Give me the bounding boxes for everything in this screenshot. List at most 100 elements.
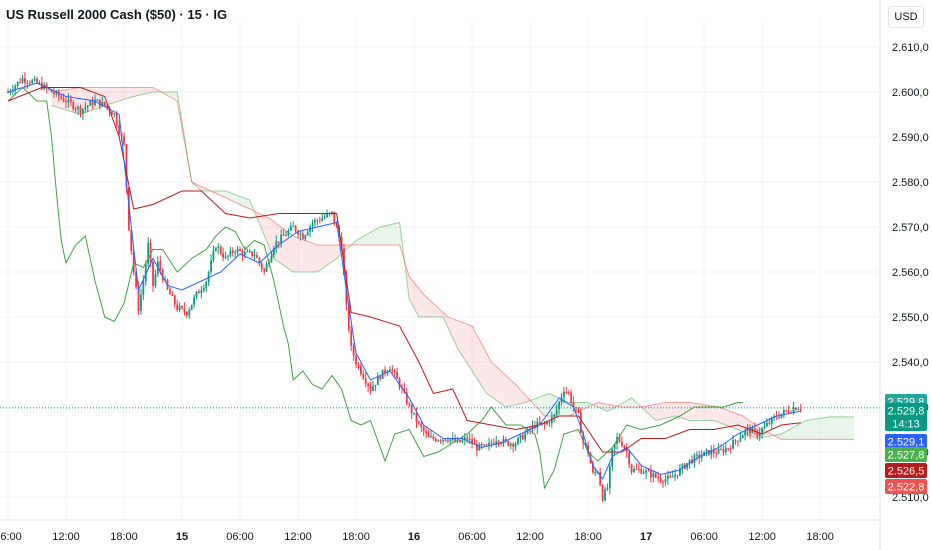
candle-up	[705, 449, 708, 452]
candle-up	[524, 433, 527, 440]
price-label-bg	[885, 434, 927, 449]
candle-up	[478, 444, 481, 451]
cloud-bullish	[211, 191, 255, 212]
candle-down	[239, 248, 241, 251]
candle-down	[577, 408, 580, 413]
candle-up	[178, 306, 181, 310]
candle-down	[318, 220, 321, 222]
candle-down	[669, 475, 672, 477]
candle-down	[219, 246, 222, 254]
candle-down	[778, 416, 780, 418]
candle-down	[301, 233, 304, 239]
candle-down	[398, 378, 401, 388]
candle-up	[275, 241, 278, 248]
candle-up	[679, 468, 681, 476]
candle-down	[492, 443, 495, 445]
candle-down	[584, 443, 587, 446]
candle-down	[173, 295, 176, 305]
candle-down	[7, 92, 9, 93]
candle-down	[490, 442, 493, 444]
candle-up	[243, 252, 246, 256]
candle-up	[700, 455, 703, 459]
candle-up	[437, 440, 440, 442]
candle-up	[739, 438, 742, 442]
candle-down	[621, 441, 623, 446]
candle-down	[60, 96, 63, 99]
candle-up	[55, 91, 58, 95]
candle-up	[292, 225, 295, 227]
candle-down	[459, 440, 461, 442]
candle-down	[712, 450, 715, 454]
candle-down	[183, 307, 186, 312]
candle-down	[45, 84, 48, 89]
candle-down	[222, 253, 225, 258]
candle-up	[633, 468, 635, 472]
candle-down	[28, 82, 31, 84]
candle-up	[285, 235, 287, 237]
x-tick-label: 15	[176, 531, 188, 543]
candle-down	[176, 304, 179, 310]
candle-down	[775, 416, 778, 418]
candle-down	[570, 392, 573, 403]
candle-up	[193, 297, 196, 305]
candle-down	[125, 144, 128, 188]
candle-down	[630, 464, 633, 472]
candle-up	[430, 436, 432, 438]
candle-up	[33, 78, 36, 81]
candle-down	[434, 438, 437, 442]
candle-down	[592, 463, 594, 473]
price-label-text: 2.529,8	[888, 406, 925, 418]
candle-down	[512, 443, 515, 447]
candle-down	[500, 443, 502, 445]
candle-down	[282, 234, 285, 236]
candle-up	[31, 80, 34, 83]
candle-down	[352, 345, 355, 356]
candle-up	[666, 475, 669, 480]
candle-down	[111, 111, 113, 115]
candle-up	[248, 251, 251, 253]
candle-up	[246, 251, 249, 253]
candle-up	[797, 409, 800, 411]
candle-down	[333, 211, 336, 223]
candle-down	[72, 102, 75, 109]
candle-down	[659, 478, 662, 482]
candle-down	[316, 220, 319, 222]
x-tick-label: 18:00	[806, 531, 834, 543]
candle-up	[664, 479, 667, 483]
candle-down	[538, 421, 541, 424]
candle-down	[161, 270, 164, 280]
candle-up	[200, 290, 203, 294]
base-line	[7, 87, 801, 453]
candle-up	[744, 430, 747, 436]
candle-up	[86, 105, 89, 108]
candle-down	[103, 101, 106, 106]
candle-up	[374, 384, 377, 387]
candle-up	[154, 273, 157, 286]
candle-down	[599, 471, 602, 486]
candle-up	[11, 90, 14, 92]
candle-down	[347, 304, 350, 331]
y-tick-label: 2.540,0	[892, 357, 929, 369]
candle-down	[485, 444, 488, 446]
candle-up	[16, 81, 19, 86]
candle-up	[270, 255, 273, 263]
candle-down	[263, 268, 266, 272]
candle-down	[137, 287, 140, 311]
candle-down	[676, 474, 679, 476]
price-label-countdown: 14:13	[885, 416, 927, 431]
candle-up	[289, 226, 292, 231]
candle-up	[272, 247, 275, 256]
candle-up	[253, 255, 256, 257]
candle-up	[321, 218, 324, 221]
price-label-text: 14:13	[892, 419, 920, 431]
currency-selector[interactable]: USD	[888, 6, 924, 28]
x-tick-label: 06:00	[226, 531, 254, 543]
candle-down	[24, 78, 26, 83]
candle-down	[734, 440, 737, 442]
price-label-text: 2.529,1	[888, 437, 925, 449]
candle-down	[446, 440, 449, 442]
candle-down	[650, 470, 652, 478]
candle-up	[113, 113, 116, 115]
candle-up	[323, 216, 326, 219]
